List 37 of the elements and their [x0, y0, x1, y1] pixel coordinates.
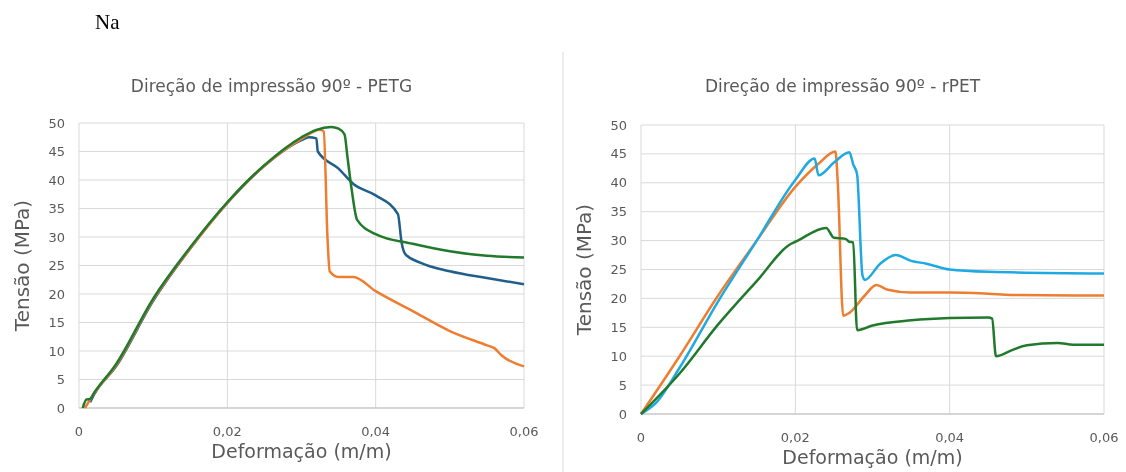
y-tick-label: 30 [48, 229, 65, 245]
y-tick-label: 15 [48, 315, 65, 331]
y-tick-label: 5 [618, 377, 627, 393]
y-tick-label: 40 [48, 172, 65, 188]
y-tick-label: 35 [48, 201, 65, 217]
y-tick-label: 25 [610, 262, 627, 278]
y-tick-label: 20 [48, 286, 65, 302]
x-tick-label: 0 [74, 424, 84, 439]
y-tick-label: 0 [618, 406, 627, 422]
y-tick-label: 25 [48, 258, 65, 274]
x-tick-label: 0,04 [361, 424, 391, 439]
y-tick-label: 45 [610, 146, 627, 162]
y-axis-title: Tensão (MPa) [572, 203, 596, 337]
chart-title: Direção de impressão 90º - rPET [704, 76, 981, 96]
y-tick-label: 20 [610, 290, 627, 306]
chart-title: Direção de impressão 90º - PETG [130, 76, 413, 96]
y-tick-label: 0 [56, 400, 65, 416]
y-tick-label: 5 [56, 372, 65, 388]
y-tick-label: 10 [48, 343, 65, 359]
text: Na [95, 10, 121, 34]
x-axis-title: Deformação (m/m) [211, 440, 392, 462]
x-tick-label: 0,06 [509, 424, 539, 439]
y-tick-label: 50 [610, 117, 627, 133]
x-axis-title: Deformação (m/m) [782, 446, 963, 468]
y-tick-label: 10 [610, 348, 627, 364]
x-tick-label: 0,04 [935, 430, 965, 445]
y-tick-label: 40 [610, 175, 627, 191]
x-tick-label: 0,02 [780, 430, 810, 445]
y-tick-label: 15 [610, 319, 627, 335]
y-tick-label: 50 [48, 115, 65, 131]
x-tick-label: 0,02 [212, 424, 242, 439]
x-tick-label: 0 [636, 430, 646, 445]
y-tick-label: 30 [610, 233, 627, 249]
y-tick-label: 45 [48, 144, 65, 160]
x-tick-label: 0,06 [1089, 430, 1119, 445]
y-axis-title: Tensão (MPa) [10, 199, 34, 333]
y-tick-label: 35 [610, 204, 627, 220]
